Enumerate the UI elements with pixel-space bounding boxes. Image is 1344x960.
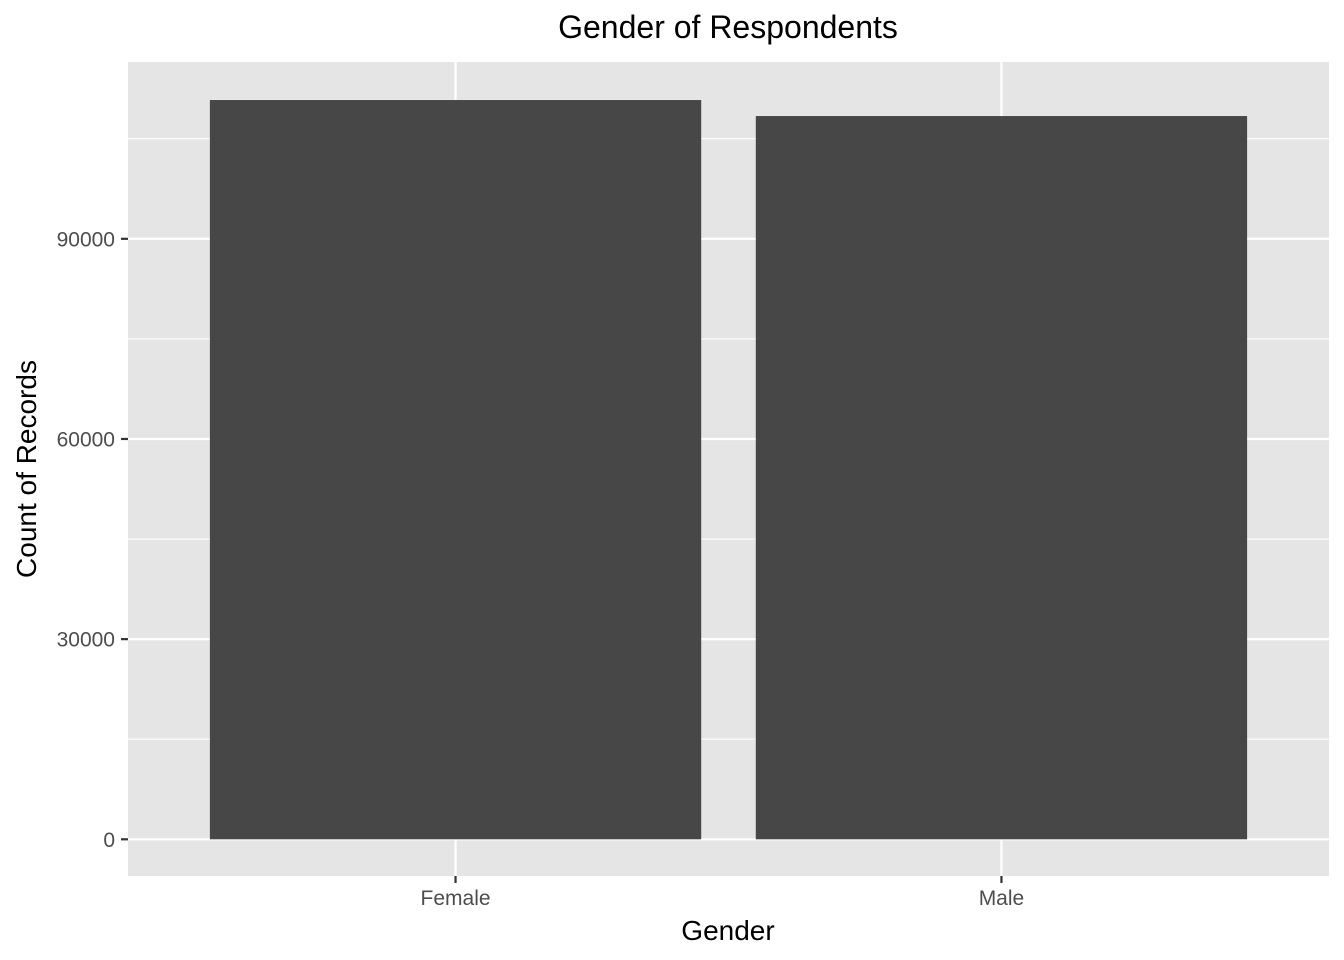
bar-male xyxy=(755,116,1248,840)
x-tick-label: Female xyxy=(421,887,491,910)
y-axis-title: Count of Records xyxy=(11,360,42,578)
x-axis: Female Male xyxy=(421,876,1025,910)
y-axis: 0 30000 60000 90000 xyxy=(57,228,128,852)
y-tick-label: 90000 xyxy=(57,228,115,251)
x-tick-label: Male xyxy=(979,887,1025,910)
y-tick-label: 60000 xyxy=(57,428,115,451)
y-tick-label: 30000 xyxy=(57,629,115,652)
bar-female xyxy=(209,100,702,840)
bars xyxy=(209,100,1248,840)
y-tick-label: 0 xyxy=(103,829,115,852)
x-axis-title: Gender xyxy=(681,915,774,946)
chart-title: Gender of Respondents xyxy=(558,9,898,45)
